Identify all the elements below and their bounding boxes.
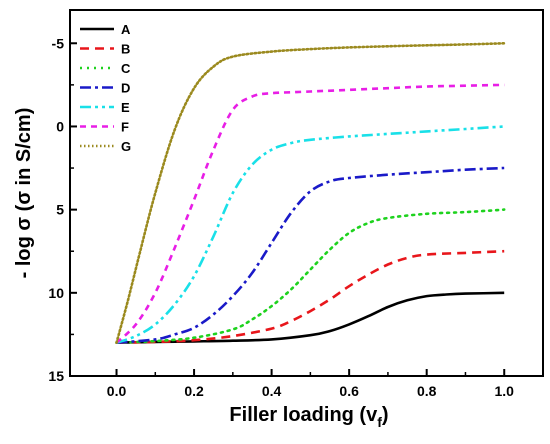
- legend-label-g: G: [121, 139, 131, 154]
- ticks-layer: 0.0 0.2 0.4 0.6 0.8 1.0 -5 0 5 10 15: [48, 35, 514, 399]
- legend-label-b: B: [121, 42, 130, 57]
- series-layer: [115, 42, 506, 344]
- series-line-f: [115, 83, 505, 344]
- y-tick-label: 15: [48, 368, 64, 384]
- x-axis-title-close: ): [382, 404, 389, 426]
- plot-frame: [69, 9, 544, 377]
- legend-label-e: E: [121, 100, 130, 115]
- y-tick-label: 10: [48, 285, 64, 301]
- x-tick-label: 1.0: [494, 383, 514, 399]
- x-tick-label: 0.8: [417, 383, 437, 399]
- legend-label-a: A: [121, 22, 131, 37]
- series-line-g: [115, 42, 506, 344]
- legend-label-f: F: [121, 120, 129, 135]
- series-line-d: [116, 166, 505, 344]
- x-tick-label: 0.4: [262, 383, 282, 399]
- series-line-c: [115, 208, 506, 344]
- y-tick-label: -5: [52, 35, 65, 51]
- legend-label-d: D: [121, 81, 130, 96]
- series-line-b: [116, 249, 505, 344]
- x-axis-title: Filler loading (vf): [229, 404, 388, 430]
- x-axis-title-subscript: f: [377, 414, 382, 430]
- x-tick-label: 0.6: [339, 383, 359, 399]
- x-axis-title-main: Filler loading (v: [229, 404, 378, 426]
- x-tick-label: 0.2: [184, 383, 204, 399]
- legend-label-c: C: [121, 61, 131, 76]
- y-tick-label: 5: [56, 202, 64, 218]
- series-line-e: [116, 125, 505, 344]
- series-line-a: [116, 291, 505, 344]
- y-axis-title: - log σ (σ in S/cm): [13, 108, 35, 279]
- x-tick-label: 0.0: [107, 383, 127, 399]
- y-tick-label: 0: [56, 118, 64, 134]
